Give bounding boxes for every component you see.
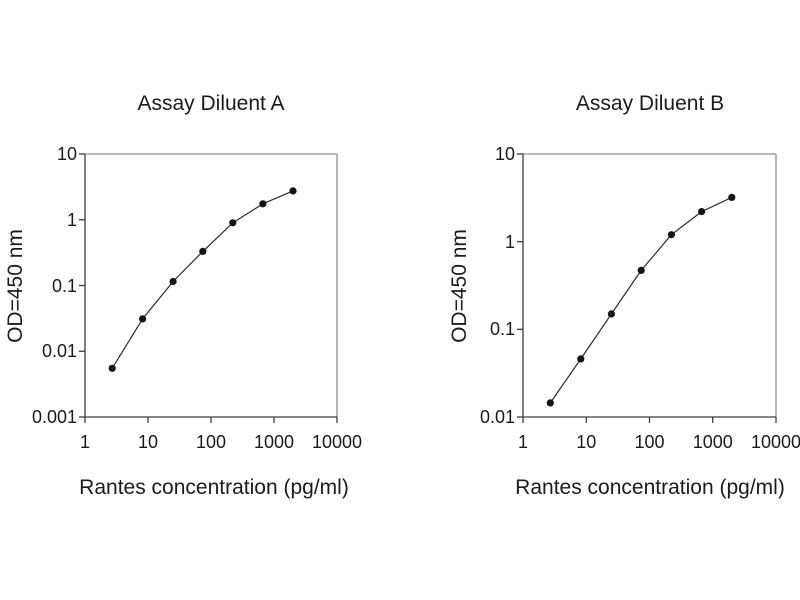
y-tick-label: 1 — [66, 209, 77, 230]
x-tick-label: 1 — [517, 432, 528, 452]
data-point-marker — [289, 187, 297, 195]
x-axis-title: Rantes concentration (pg/ml) — [79, 476, 349, 499]
data-point-marker — [546, 399, 554, 407]
x-tick-label: 1 — [79, 432, 90, 452]
y-tick-label: 10 — [56, 144, 77, 164]
y-tick-label: 0.01 — [41, 341, 77, 362]
chart-title: Assay Diluent A — [137, 92, 285, 115]
x-tick-label: 100 — [634, 432, 665, 452]
y-tick-label: 10 — [494, 144, 515, 164]
y-tick-label: 1 — [504, 231, 515, 252]
x-tick-label: 10000 — [311, 432, 363, 452]
y-tick-label: 0.01 — [479, 407, 515, 427]
y-tick-label: 0.1 — [489, 319, 515, 340]
chart-plot-area-1 — [517, 153, 777, 423]
data-point-marker — [728, 193, 736, 201]
x-tick-label: 1000 — [253, 432, 295, 452]
chart-plot-area-0 — [79, 153, 338, 423]
data-point-marker — [199, 247, 207, 255]
chart-title: Assay Diluent B — [575, 92, 725, 115]
x-tick-label: 10000 — [750, 432, 800, 452]
data-point-marker — [637, 266, 645, 274]
y-tick-label: 0.1 — [51, 275, 77, 296]
data-point-marker — [139, 315, 147, 323]
data-point-marker — [108, 364, 116, 372]
x-axis-title: Rantes concentration (pg/ml) — [515, 476, 785, 499]
data-point-marker — [169, 277, 177, 286]
y-tick-label: 0.001 — [31, 407, 77, 427]
x-tick-label: 10 — [576, 432, 597, 452]
x-tick-label: 10 — [137, 432, 159, 452]
data-point-marker — [698, 208, 706, 216]
data-point-marker — [667, 231, 676, 239]
x-tick-label: 100 — [195, 432, 227, 452]
x-tick-label: 1000 — [692, 432, 733, 452]
data-point-marker — [577, 355, 585, 363]
data-point-marker — [229, 219, 237, 227]
data-point-marker — [259, 200, 267, 208]
data-point-marker — [607, 310, 616, 318]
